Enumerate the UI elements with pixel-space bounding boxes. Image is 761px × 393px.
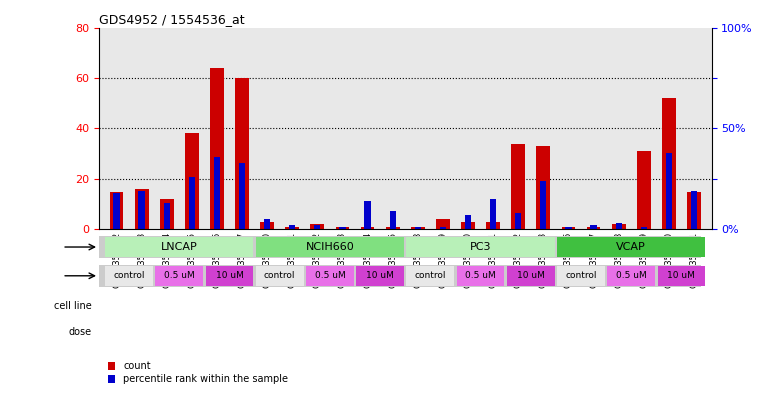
Bar bbox=[336, 227, 349, 230]
Bar bbox=[105, 266, 153, 286]
Text: control: control bbox=[264, 271, 295, 280]
Bar bbox=[515, 213, 521, 230]
Bar bbox=[139, 191, 145, 230]
Bar bbox=[562, 227, 575, 230]
Bar bbox=[256, 266, 304, 286]
Bar bbox=[465, 215, 471, 230]
Bar bbox=[155, 266, 203, 286]
Bar bbox=[461, 222, 475, 230]
Bar bbox=[436, 219, 450, 230]
Text: LNCAP: LNCAP bbox=[161, 242, 198, 252]
Bar bbox=[264, 219, 270, 230]
Bar bbox=[185, 134, 199, 230]
Bar bbox=[490, 199, 496, 230]
Text: 0.5 uM: 0.5 uM bbox=[465, 271, 496, 280]
Bar bbox=[612, 224, 626, 230]
Bar bbox=[306, 266, 354, 286]
Bar bbox=[289, 225, 295, 230]
Bar bbox=[540, 181, 546, 230]
Text: 10 uM: 10 uM bbox=[517, 271, 545, 280]
Bar bbox=[113, 193, 119, 230]
Bar bbox=[210, 68, 224, 230]
Text: 10 uM: 10 uM bbox=[215, 271, 244, 280]
Text: 10 uM: 10 uM bbox=[366, 271, 394, 280]
Bar bbox=[557, 237, 705, 257]
Bar bbox=[641, 227, 647, 230]
Bar bbox=[406, 266, 454, 286]
Bar bbox=[411, 227, 425, 230]
Text: NCIH660: NCIH660 bbox=[305, 242, 355, 252]
Bar bbox=[666, 152, 672, 230]
Bar bbox=[658, 266, 705, 286]
Bar bbox=[256, 237, 404, 257]
Text: 0.5 uM: 0.5 uM bbox=[164, 271, 195, 280]
Text: 0.5 uM: 0.5 uM bbox=[314, 271, 345, 280]
Text: control: control bbox=[415, 271, 446, 280]
Bar bbox=[361, 227, 374, 230]
Text: cell line: cell line bbox=[53, 301, 91, 311]
Bar bbox=[587, 227, 600, 230]
Bar bbox=[164, 203, 170, 230]
Bar bbox=[557, 266, 605, 286]
Bar bbox=[356, 266, 404, 286]
Bar bbox=[386, 227, 400, 230]
Bar bbox=[135, 189, 148, 230]
Bar bbox=[591, 225, 597, 230]
Bar bbox=[110, 191, 123, 230]
Bar bbox=[285, 227, 299, 230]
Text: GDS4952 / 1554536_at: GDS4952 / 1554536_at bbox=[99, 13, 244, 26]
Bar bbox=[310, 224, 324, 230]
Bar bbox=[214, 157, 220, 230]
Bar bbox=[616, 223, 622, 230]
Bar bbox=[314, 225, 320, 230]
Bar bbox=[507, 266, 555, 286]
Bar bbox=[406, 237, 555, 257]
Bar bbox=[189, 177, 195, 230]
Text: dose: dose bbox=[68, 327, 91, 337]
Bar bbox=[235, 78, 249, 230]
Bar bbox=[105, 237, 253, 257]
Bar bbox=[260, 222, 274, 230]
Bar bbox=[239, 163, 245, 230]
Text: VCAP: VCAP bbox=[616, 242, 646, 252]
Bar bbox=[637, 151, 651, 230]
Bar bbox=[339, 227, 345, 230]
Bar bbox=[390, 211, 396, 230]
Bar bbox=[415, 227, 421, 230]
Bar bbox=[691, 191, 697, 230]
Bar bbox=[205, 266, 253, 286]
Bar bbox=[365, 201, 371, 230]
Bar bbox=[440, 227, 446, 230]
Bar bbox=[565, 227, 572, 230]
Text: 0.5 uM: 0.5 uM bbox=[616, 271, 647, 280]
Bar bbox=[160, 199, 174, 230]
Legend: count, percentile rank within the sample: count, percentile rank within the sample bbox=[103, 358, 292, 388]
Text: PC3: PC3 bbox=[470, 242, 492, 252]
Bar bbox=[511, 143, 525, 230]
Bar bbox=[662, 98, 676, 230]
Bar bbox=[687, 191, 701, 230]
Text: 10 uM: 10 uM bbox=[667, 271, 696, 280]
Bar bbox=[486, 222, 500, 230]
Text: control: control bbox=[565, 271, 597, 280]
Bar bbox=[607, 266, 655, 286]
Bar bbox=[537, 146, 550, 230]
Text: control: control bbox=[113, 271, 145, 280]
Bar bbox=[457, 266, 505, 286]
